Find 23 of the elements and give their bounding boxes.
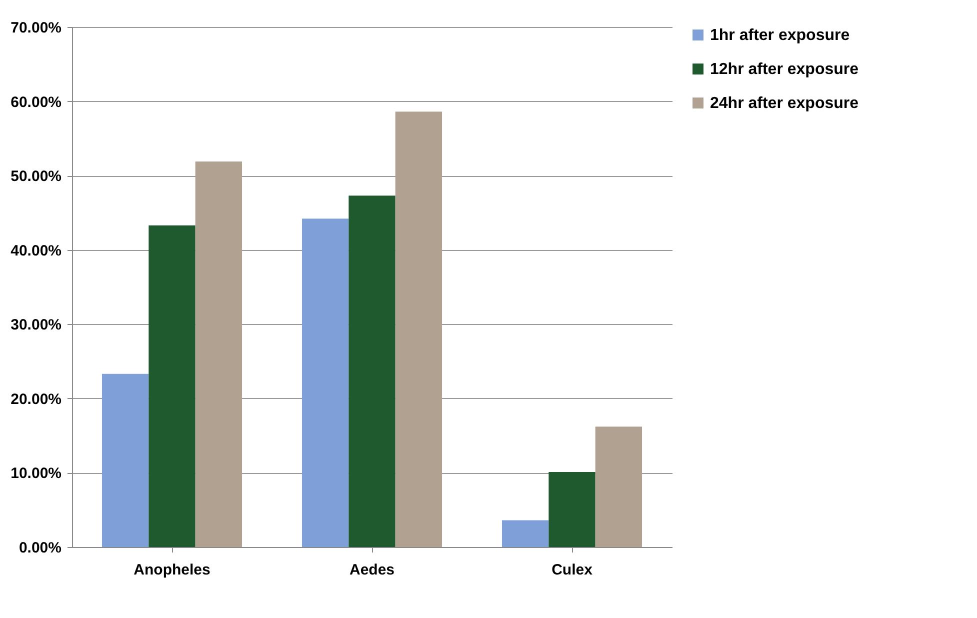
y-tick-label: 60.00% (10, 94, 62, 111)
bar (502, 520, 549, 547)
x-tick-label: Culex (552, 562, 594, 578)
bar (148, 225, 196, 547)
y-tick-label: 30.00% (10, 316, 62, 334)
y-tick-label: 20.00% (10, 390, 62, 408)
y-tick-label: 0.00% (18, 540, 62, 556)
bar (548, 472, 596, 547)
bar (395, 112, 442, 547)
bar (102, 374, 149, 547)
y-tick-label: 10.00% (10, 465, 62, 482)
y-tick-label: 40.00% (10, 242, 62, 260)
legend-label: 24hr after exposure (710, 95, 859, 112)
legend-label: 1hr after exposure (710, 27, 850, 44)
bar (195, 161, 242, 547)
legend-label: 12hr after exposure (710, 61, 859, 78)
y-tick-label: 70.00% (10, 20, 62, 36)
x-tick-label: Anopheles (134, 562, 210, 578)
x-tick-label: Aedes (349, 562, 395, 578)
y-tick-label: 50.00% (10, 168, 62, 186)
bar (302, 218, 349, 547)
bar (348, 196, 396, 547)
bar (595, 426, 642, 547)
